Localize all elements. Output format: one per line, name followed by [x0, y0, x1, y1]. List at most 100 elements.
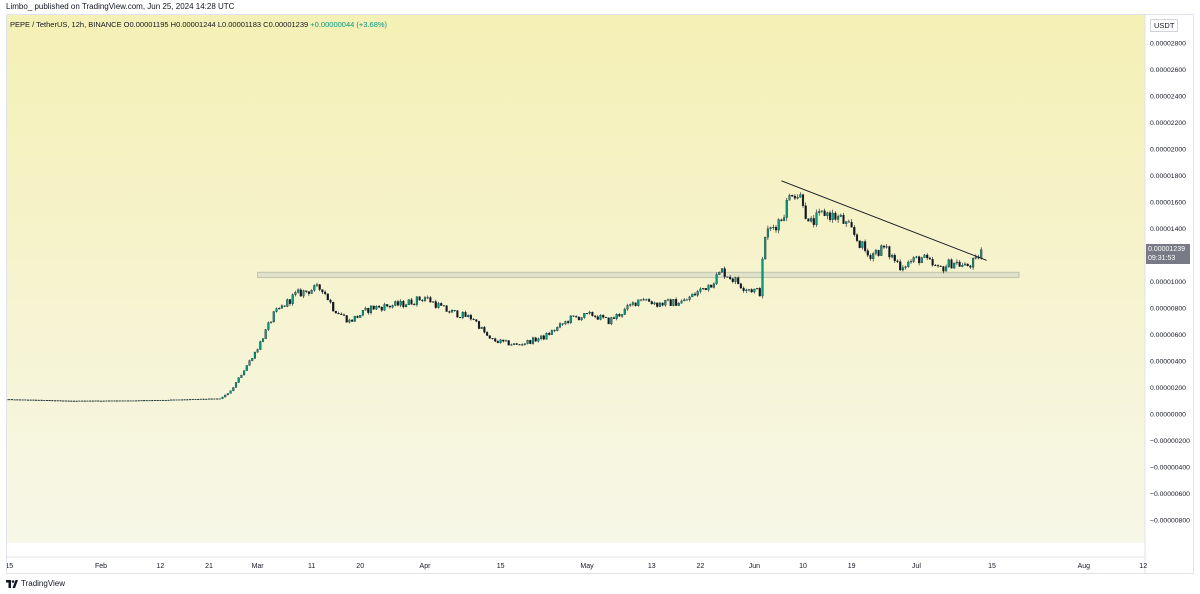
candle-body [437, 303, 440, 308]
candle-body [310, 290, 313, 294]
candle-body [10, 399, 13, 401]
candle-body [788, 195, 791, 201]
candle-body [459, 317, 462, 318]
candle-body [610, 317, 613, 325]
legend-symbol[interactable]: PEPE / TetherUS, 12h, BINANCE [10, 20, 122, 29]
candle-body [828, 212, 832, 220]
candle-body [515, 343, 518, 345]
candle-body [734, 277, 737, 282]
candle-body [108, 400, 111, 402]
candle-body [699, 288, 702, 292]
candle-body [939, 265, 942, 267]
candle-body [502, 339, 505, 342]
candle-body [745, 289, 748, 291]
currency-unit-label[interactable]: USDT [1150, 19, 1179, 32]
candle-body [135, 400, 138, 402]
candle-body [440, 303, 443, 306]
candle-body [313, 285, 316, 291]
candle-body [283, 305, 286, 307]
candle-body [772, 227, 775, 228]
candle-body [585, 313, 589, 314]
candle-body [650, 301, 653, 305]
candle-body [626, 305, 629, 310]
candle-body [629, 304, 632, 306]
candle-body [405, 304, 408, 308]
candle-body [696, 291, 699, 296]
candle-body [480, 326, 483, 329]
time-tick-label: 10 [799, 563, 807, 570]
candle-body [893, 254, 896, 262]
candle-body [356, 315, 359, 318]
candle-body [29, 399, 32, 401]
legend-high: H0.00001244 [170, 20, 216, 29]
candle-body [815, 212, 818, 225]
candle-body [207, 398, 211, 400]
candle-body [926, 254, 929, 259]
candle-body [124, 400, 127, 402]
candle-body [499, 339, 502, 343]
chart-frame[interactable]: 0.00002800 0.00002600 0.00002400 0.00002200… [6, 14, 1194, 574]
candle-body [980, 249, 983, 259]
candle-body [140, 400, 143, 402]
candle-body [275, 308, 278, 312]
candle-body [558, 323, 562, 328]
candle-body [129, 400, 132, 402]
candle-body [653, 302, 656, 305]
candle-body [963, 263, 967, 266]
candle-body [801, 194, 805, 206]
candle-body [56, 400, 59, 402]
candle-body [305, 290, 308, 292]
candle-body [448, 311, 451, 313]
candle-body [920, 257, 923, 264]
candle-body [159, 400, 162, 401]
time-tick-label: Aug [1078, 563, 1091, 570]
tradingview-footer[interactable]: TradingView [6, 576, 65, 592]
candle-body [518, 344, 521, 346]
candle-body [842, 214, 845, 224]
candle-body [189, 399, 192, 401]
descending-trendline[interactable] [781, 180, 987, 261]
candle-body [170, 399, 173, 401]
candle-body [785, 200, 788, 218]
candle-body [199, 398, 202, 400]
time-tick-label: Apr [420, 563, 432, 570]
time-tick-label: 11 [308, 563, 315, 570]
candle-body [742, 287, 745, 291]
candle-body [151, 400, 154, 402]
candle-body [618, 314, 621, 317]
legend-close: C0.00001239 [263, 20, 309, 29]
candle-body [907, 261, 910, 267]
candle-body [891, 254, 894, 258]
plot-background [7, 15, 1145, 543]
candle-body [110, 400, 113, 402]
candle-body [434, 301, 437, 308]
candle-body [361, 309, 364, 316]
candle-body [607, 317, 610, 325]
price-tick-label: 0.00000400 [1150, 359, 1186, 366]
candle-body [750, 289, 753, 293]
candle-body [796, 197, 799, 199]
price-tick-label: 0.00001400 [1150, 226, 1186, 233]
candle-body [639, 299, 643, 301]
candle-body [442, 305, 445, 307]
candle-body [72, 400, 76, 402]
legend-low: L0.00001183 [217, 20, 262, 29]
published-header: Limbo_ published on TradingView.com, Jun… [0, 0, 1200, 14]
candle-body [931, 259, 934, 266]
candle-body [845, 221, 848, 224]
price-tick-label: 0.00002400 [1150, 94, 1186, 101]
candle-body [426, 297, 429, 299]
candle-body [896, 260, 899, 262]
candle-body [612, 317, 616, 319]
price-chart[interactable]: 0.00002800 0.00002600 0.00002400 0.00002200… [7, 15, 1193, 573]
candle-body [299, 289, 302, 297]
candle-body [162, 400, 165, 401]
candle-body [702, 288, 705, 290]
resistance-zone-rect[interactable] [257, 271, 1020, 278]
candle-body [351, 319, 354, 322]
candle-body [591, 311, 594, 317]
candle-body [167, 399, 170, 401]
candle-body [691, 293, 694, 298]
candle-body [594, 315, 597, 317]
candle-body [45, 400, 49, 401]
